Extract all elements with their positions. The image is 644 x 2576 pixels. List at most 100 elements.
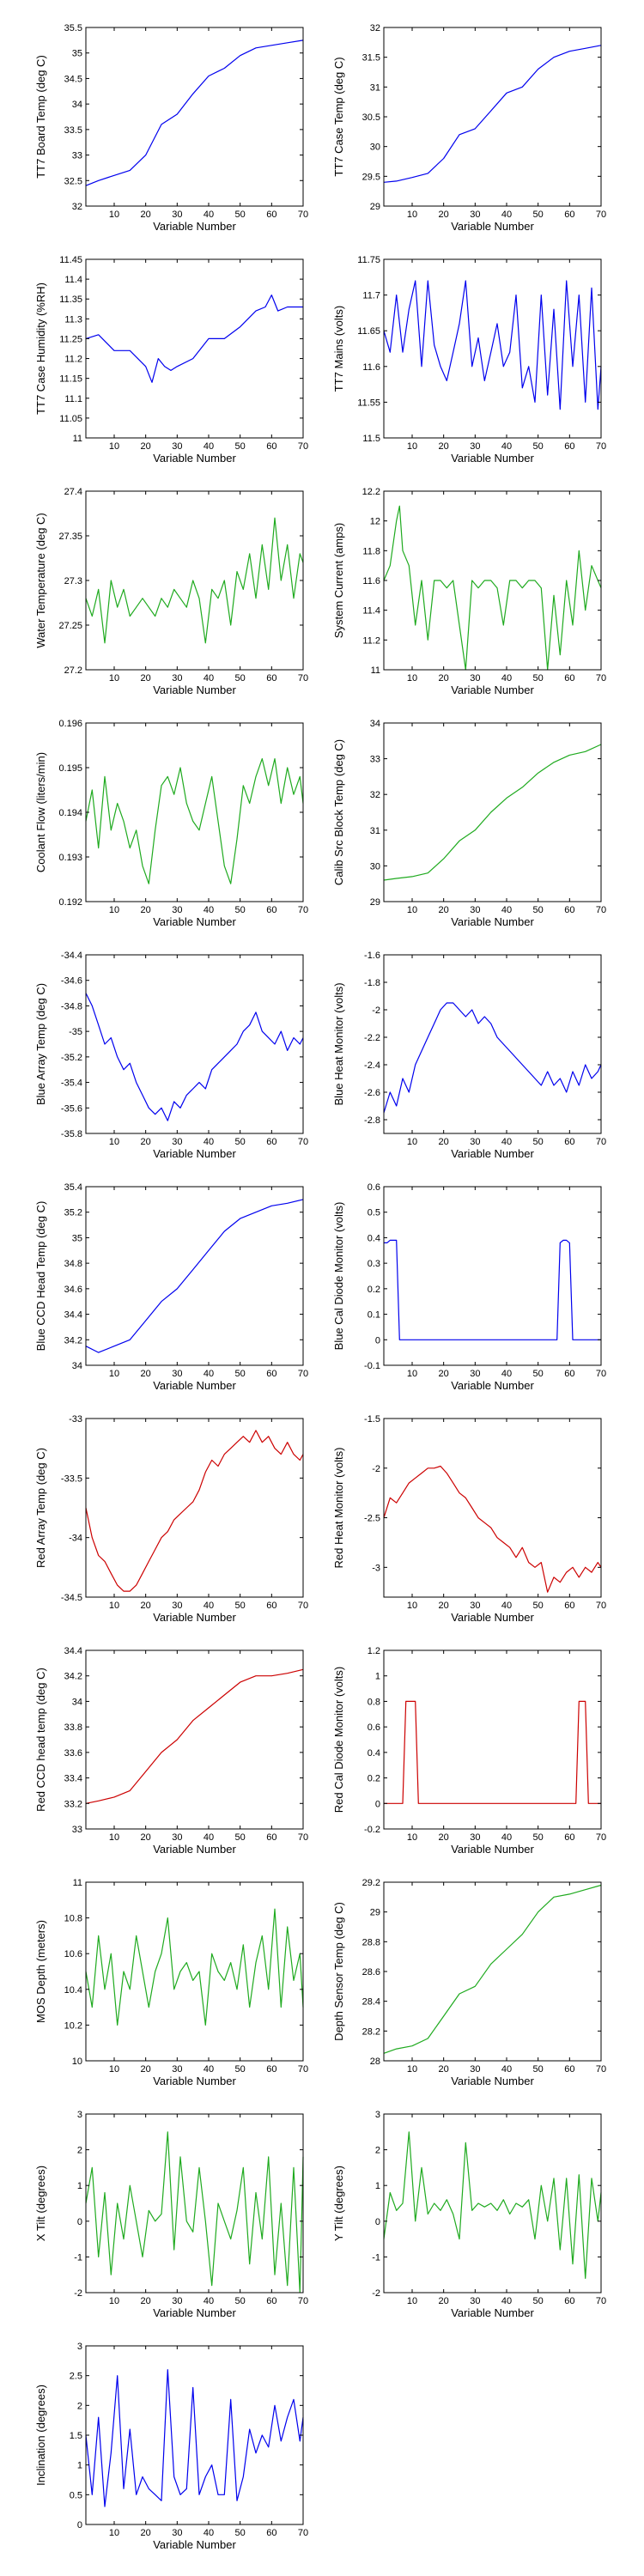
x-tick-label: 20: [141, 2064, 151, 2075]
x-tick-label: 50: [235, 1832, 246, 1843]
series-line: [85, 757, 304, 884]
x-tick-label: 10: [407, 210, 417, 220]
x-tick-label: 50: [235, 1601, 246, 1611]
x-tick-label: 50: [533, 2296, 544, 2306]
y-tick-label: 29.5: [362, 172, 380, 182]
x-tick-label: 30: [470, 210, 480, 220]
y-tick-label: 11.3: [64, 314, 82, 325]
y-tick-label: 1: [375, 2181, 380, 2191]
x-axis-label: Variable Number: [451, 915, 534, 928]
x-tick-label: 50: [235, 905, 246, 915]
chart-13: 10 20 30 40 50 60 70 -34.5 -34 -33.5 -33 Variable N…: [34, 1414, 308, 1624]
x-tick-label: 30: [172, 1369, 182, 1379]
x-tick-label: 10: [407, 1832, 417, 1843]
x-tick-label: 30: [470, 2064, 480, 2075]
series-line: [383, 1884, 602, 2054]
y-tick-label: 11: [73, 434, 82, 444]
y-axis-label: Depth Sensor Temp (deg C): [332, 1902, 345, 2041]
x-tick-label: 10: [407, 2064, 417, 2075]
y-axis-label: Red Cal Diode Monitor (volts): [332, 1667, 345, 1814]
x-tick-label: 50: [235, 2528, 246, 2538]
x-tick-label: 20: [439, 210, 449, 220]
y-tick-label: -2.5: [364, 1514, 380, 1524]
x-tick-label: 60: [266, 2064, 276, 2075]
x-tick-label: 10: [109, 1832, 119, 1843]
y-tick-label: 1: [375, 1672, 380, 1682]
y-tick-label: 0.192: [58, 897, 82, 908]
y-tick-label: 31: [370, 826, 380, 836]
chart-5: 10 20 30 40 50 60 70 27.2 27.25 27.3 27.35 27.4 Vari…: [34, 487, 308, 696]
x-tick-label: 70: [596, 210, 606, 220]
y-tick-label: 3: [77, 2110, 82, 2120]
y-tick-label: 32: [72, 202, 82, 212]
y-tick-label: 31: [370, 82, 380, 93]
y-tick-label: -3: [372, 1563, 380, 1573]
x-tick-label: 50: [533, 1832, 544, 1843]
series-line: [85, 2369, 304, 2507]
plot-frame: [383, 1649, 602, 1830]
y-tick-label: -2: [74, 2288, 82, 2299]
x-tick-label: 60: [564, 441, 574, 452]
x-tick-label: 20: [439, 1137, 449, 1147]
chart-2: 10 20 30 40 50 60 70 29 29.5 30 30.5 31 31.5 32 Variab…: [332, 23, 606, 233]
plot-frame: [383, 490, 602, 671]
x-axis-label: Variable Number: [153, 2538, 236, 2551]
series-line: [85, 1199, 304, 1353]
x-tick-label: 60: [564, 1369, 574, 1379]
x-axis-label: Variable Number: [153, 1147, 236, 1160]
y-tick-label: 34: [370, 719, 380, 729]
y-tick-label: -2.2: [364, 1033, 380, 1043]
y-axis-label: System Current (amps): [332, 523, 345, 638]
chart-19: 10 20 30 40 50 60 70 -2 -1 0 1 2 3 Variable Number X T…: [34, 2110, 308, 2319]
x-tick-label: 70: [298, 441, 308, 452]
x-tick-label: 70: [596, 673, 606, 683]
y-tick-label: 0.5: [70, 2490, 82, 2500]
y-tick-label: 34.5: [64, 74, 82, 84]
y-tick-label: 29: [370, 897, 380, 908]
y-tick-label: 0.8: [368, 1697, 380, 1707]
series-line: [384, 1700, 601, 1804]
y-tick-label: 28.6: [362, 1967, 380, 1978]
x-tick-label: 70: [596, 2064, 606, 2075]
series-line: [85, 993, 304, 1121]
y-tick-label: 0.195: [58, 763, 82, 774]
y-tick-label: 34.4: [64, 1646, 82, 1656]
chart-7: 10 20 30 40 50 60 70 0.192 0.193 0.194 0.195 0.196 V…: [34, 719, 308, 928]
y-tick-label: 10: [72, 2057, 82, 2067]
x-tick-label: 10: [407, 441, 417, 452]
x-tick-label: 60: [266, 1601, 276, 1611]
y-tick-label: 27.2: [64, 665, 82, 676]
x-tick-label: 10: [109, 210, 119, 220]
plot-frame: [383, 1881, 602, 2062]
x-axis-label: Variable Number: [451, 452, 534, 465]
y-axis-label: Calib Src Block Temp (deg C): [332, 739, 345, 885]
x-tick-label: 50: [533, 1369, 544, 1379]
chart-18: 10 20 30 40 50 60 70 28 28.2 28.4 28.6 28.8 29 29.2 Va…: [332, 1878, 606, 2087]
x-tick-label: 70: [298, 2296, 308, 2306]
plot-frame: [85, 954, 304, 1134]
x-tick-label: 30: [172, 2064, 182, 2075]
x-tick-label: 20: [439, 673, 449, 683]
y-tick-label: 28.2: [362, 2026, 380, 2037]
y-tick-label: 2: [375, 2146, 380, 2156]
plot-frame: [383, 722, 602, 902]
x-tick-label: 50: [235, 441, 246, 452]
y-tick-label: 33: [370, 755, 380, 765]
x-tick-label: 70: [298, 1137, 308, 1147]
x-tick-label: 70: [298, 1832, 308, 1843]
y-tick-label: 11.7: [362, 291, 380, 301]
series-line: [85, 1668, 304, 1804]
y-tick-label: -2: [372, 1464, 380, 1474]
x-axis-label: Variable Number: [451, 2306, 534, 2319]
x-tick-label: 20: [439, 2296, 449, 2306]
plot-frame: [383, 27, 602, 207]
y-tick-label: 10.8: [64, 1914, 82, 1924]
x-tick-label: 10: [109, 905, 119, 915]
y-axis-label: Y Tilt (degrees): [332, 2166, 345, 2241]
y-tick-label: 34.4: [64, 1310, 82, 1321]
y-tick-label: 27.35: [58, 532, 82, 542]
y-tick-label: -0.2: [364, 1825, 380, 1835]
y-tick-label: -1: [372, 2252, 380, 2263]
series-line: [383, 744, 602, 881]
x-axis-label: Variable Number: [451, 2075, 534, 2087]
